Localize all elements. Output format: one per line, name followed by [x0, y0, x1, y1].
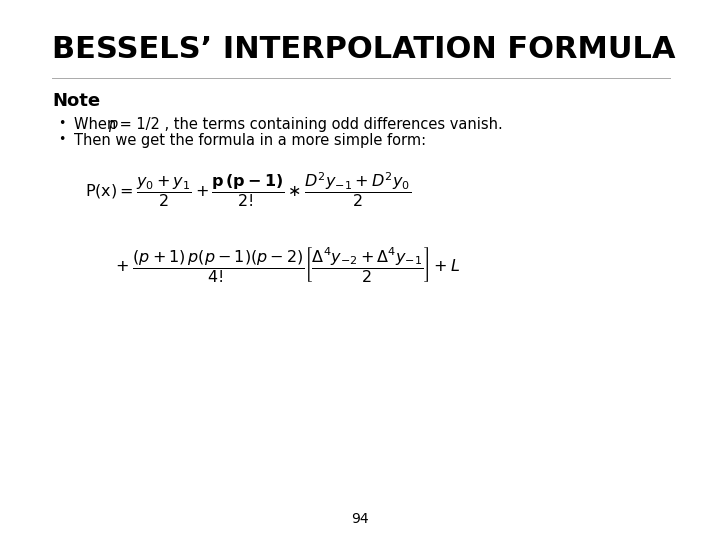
Text: $+\;\dfrac{(p+1)\,p(p-1)(p-2)}{4!}\left[\dfrac{\Delta^4 y_{-2} + \Delta^4 y_{-1}: $+\;\dfrac{(p+1)\,p(p-1)(p-2)}{4!}\left[… [115, 245, 460, 284]
Text: •: • [58, 133, 66, 146]
Text: •: • [58, 117, 66, 130]
Text: Then we get the formula in a more simple form:: Then we get the formula in a more simple… [74, 133, 426, 148]
Text: p: p [108, 117, 117, 132]
Text: BESSELS’ INTERPOLATION FORMULA: BESSELS’ INTERPOLATION FORMULA [52, 35, 675, 64]
Text: $\mathrm{P(x)} = \dfrac{y_0 + y_1}{2} + \dfrac{\mathbf{p\,(p-1)}}{2!}\ast\dfrac{: $\mathrm{P(x)} = \dfrac{y_0 + y_1}{2} + … [85, 170, 411, 208]
Text: Note: Note [52, 92, 100, 110]
Text: When: When [74, 117, 121, 132]
Text: = 1/2 , the terms containing odd differences vanish.: = 1/2 , the terms containing odd differe… [115, 117, 503, 132]
Text: 94: 94 [351, 512, 369, 526]
